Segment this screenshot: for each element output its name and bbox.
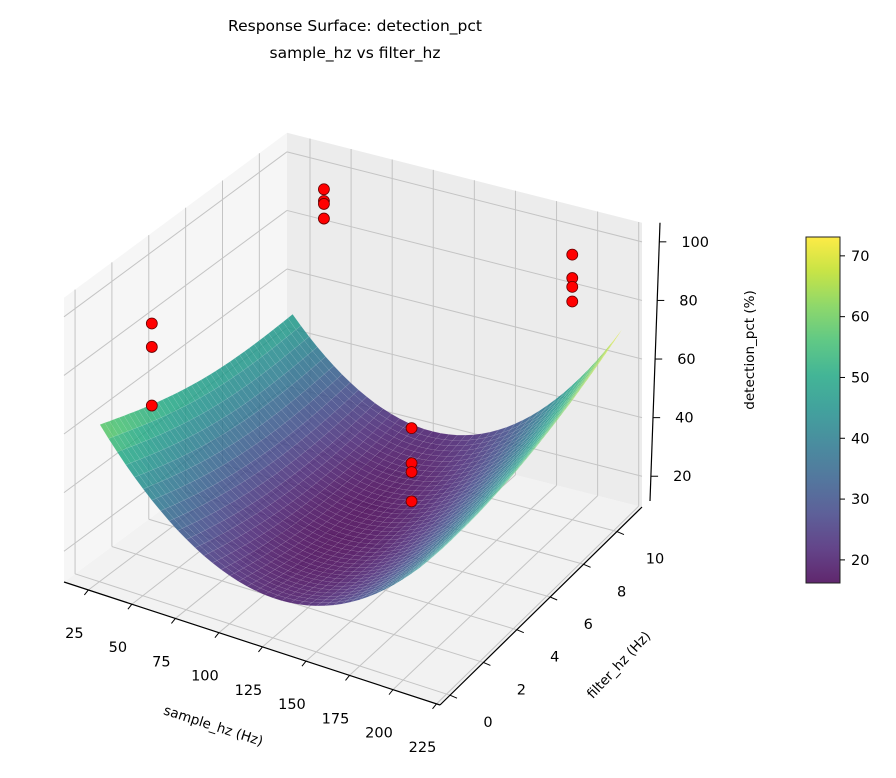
surface-facet [481, 495, 495, 510]
x-tick [301, 660, 307, 667]
x-tick [83, 589, 89, 596]
surface-facet [477, 500, 491, 515]
colorbar: 20 30 40 50 60 70 [805, 236, 869, 584]
gridline-y-floor [111, 546, 484, 663]
z-tick-label: 40 [675, 411, 693, 427]
surface-facet [455, 523, 469, 537]
gridline-z-left [63, 151, 288, 318]
surface-facet [552, 409, 566, 426]
axis-lines [63, 222, 667, 710]
scatter-point [405, 495, 418, 508]
scatter-points [145, 183, 579, 508]
surface-facet [490, 485, 504, 500]
x-tick-label: 25 [65, 626, 83, 642]
colorbar-tick-label: 60 [851, 310, 869, 326]
x-tick [127, 603, 133, 610]
surface-facet [494, 480, 508, 495]
x-tick [345, 675, 350, 681]
tick-labels: 25 50 75 100 125 150 175 200 225 0 2 4 6 8 10 20 40 60 80 1… [65, 235, 709, 756]
x-tick-label: 125 [235, 683, 263, 699]
x-axis-line [63, 581, 441, 706]
chart-title: Response Surface: detection_pct [228, 17, 482, 36]
z-tick-label: 20 [673, 469, 691, 485]
y-tick-label: 10 [646, 552, 664, 568]
y-axis-label: filter_hz (Hz) [584, 628, 654, 702]
colorbar-frame [805, 236, 841, 584]
colorbar-tick-label: 20 [851, 553, 869, 569]
z-axis-label: detection_pct (%) [742, 290, 758, 409]
z-tick-label: 80 [679, 293, 697, 309]
x-tick-label: 175 [322, 711, 350, 727]
gridline-y-floor [74, 573, 451, 696]
y-tick-label: 0 [483, 715, 492, 731]
surface-facet [463, 514, 478, 528]
chart-subtitle: sample_hz vs filter_hz [270, 44, 441, 63]
x-tick-label: 75 [152, 654, 170, 670]
scatter-point [145, 399, 158, 412]
gridline-x-floor [349, 484, 557, 676]
scatter-point [566, 280, 579, 293]
surface-facet [468, 509, 482, 524]
x-tick-label: 50 [109, 640, 127, 656]
gridline-z-back [286, 209, 643, 301]
x-tick-label: 225 [409, 740, 437, 756]
scatter-point [405, 422, 418, 434]
colorbar-tick-label: 30 [851, 492, 869, 508]
response-surface [99, 313, 623, 607]
left-pane [64, 132, 287, 583]
x-tick [171, 618, 176, 624]
scatter-point [318, 212, 330, 225]
scatter-point [566, 295, 579, 308]
gridline-z-back [286, 268, 643, 360]
gridline-z-left [63, 210, 288, 376]
y-tick-label: 2 [517, 682, 526, 698]
surface-facet [485, 490, 500, 505]
y-tick-label: 8 [617, 584, 626, 600]
scatter-point [318, 183, 330, 196]
gridline-x-floor [392, 495, 598, 690]
x-tick [258, 646, 263, 653]
gridline-z-back [286, 327, 643, 419]
colorbar-tick-label: 40 [851, 431, 869, 447]
x-tick-label: 150 [278, 697, 306, 713]
x-axis-label: sample_hz (Hz) [162, 703, 265, 750]
gridline-z-back [286, 151, 643, 243]
surface-facet [499, 475, 513, 491]
x-tick-label: 100 [191, 669, 219, 685]
y-tick [549, 596, 558, 601]
y-tick [616, 531, 625, 536]
gridline-x-floor [436, 505, 640, 705]
scatter-point [405, 466, 418, 478]
y-tick [516, 629, 524, 634]
gridline-z-left [63, 268, 288, 435]
scatter-point [566, 248, 579, 261]
y-tick-label: 6 [584, 617, 593, 633]
z-tick-label: 100 [681, 235, 709, 251]
x-tick [214, 632, 220, 638]
x-tick [432, 703, 437, 710]
x-tick-label: 200 [365, 726, 393, 742]
y-tick-label: 4 [550, 650, 559, 666]
y-tick [583, 563, 591, 568]
y-tick [449, 694, 458, 699]
x-tick [388, 689, 394, 695]
scatter-point [145, 341, 158, 353]
surface-facet [437, 540, 451, 553]
scatter-point [145, 317, 158, 330]
colorbar-gradient [806, 237, 840, 583]
surface-facet [609, 329, 623, 347]
y-tick [483, 661, 491, 666]
z-tick-label: 60 [677, 352, 695, 368]
z-axis-line [649, 222, 661, 502]
colorbar-tick-label: 50 [851, 370, 869, 386]
colorbar-tick-label: 70 [851, 249, 869, 265]
y-axis-line [439, 506, 643, 706]
surface-facet [503, 470, 517, 485]
scatter-point [318, 198, 330, 210]
